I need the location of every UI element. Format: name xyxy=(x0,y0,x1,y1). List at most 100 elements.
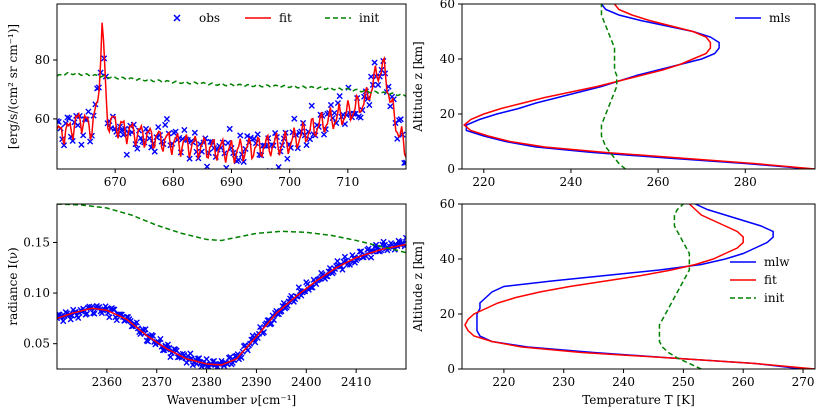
data-point-12 xyxy=(74,122,82,129)
data-point-83 xyxy=(157,335,164,343)
axes-frame xyxy=(56,203,407,370)
data-point-56 xyxy=(151,148,158,155)
data-point-30 xyxy=(91,310,98,317)
y-axis-label: radiance I(ν) xyxy=(6,247,20,325)
y-axis-label: Altitude z [km] xyxy=(411,241,425,332)
panel-bottom-left: 2360 2370 2380 2390 2400 2410 0.05 0.10 0.15 Wave… xyxy=(6,203,407,407)
series-line-fit xyxy=(57,22,406,164)
y-tick-label: 40 xyxy=(440,52,455,66)
data-point-252 xyxy=(368,254,375,261)
data-point-7 xyxy=(66,115,73,122)
x-tick-label: 270 xyxy=(792,375,815,389)
data-point-40 xyxy=(123,151,130,158)
data-point-159 xyxy=(331,109,338,117)
x-tick-label: 2390 xyxy=(241,375,272,389)
data-point-157 xyxy=(327,101,335,109)
panel-top-right: 220 240 260 280 0 20 40 60 Altitude z [km] mls xyxy=(411,0,816,189)
x-tick-label: 690 xyxy=(220,175,243,189)
series-line-mlw xyxy=(476,204,804,369)
data-point-115 xyxy=(254,131,261,138)
x-tick-label: 2380 xyxy=(191,375,222,389)
legend-marker xyxy=(173,14,181,22)
series-line-series-2 xyxy=(57,204,406,254)
data-point-46 xyxy=(111,306,118,313)
y-tick-label: 20 xyxy=(440,107,455,121)
data-point-59 xyxy=(127,317,134,325)
x-tick-label: 250 xyxy=(672,375,695,389)
y-tick-label: 40 xyxy=(440,252,455,266)
y-tick-label: 60 xyxy=(440,197,455,211)
legend-label: fit xyxy=(764,273,777,287)
x-tick-label: 240 xyxy=(612,375,635,389)
data-point-132 xyxy=(284,155,291,162)
x-tick-label: 710 xyxy=(336,175,359,189)
data-point-225 xyxy=(334,258,341,265)
legend-label: init xyxy=(359,11,379,25)
data-point-73 xyxy=(144,338,152,345)
data-point-126 xyxy=(210,357,218,365)
panel-bottom-right: 220 230 240 250 260 270 0 20 40 60 Temperature T [… xyxy=(411,197,816,407)
data-point-17 xyxy=(75,314,82,321)
x-tick-label: 680 xyxy=(162,175,185,189)
legend-item-mlw: mlw xyxy=(730,255,790,269)
data-point-97 xyxy=(223,164,230,169)
x-axis-label: Temperature T [K] xyxy=(582,393,695,407)
x-tick-label: 2360 xyxy=(92,375,123,389)
data-point-46 xyxy=(134,145,141,152)
data-point-136 xyxy=(291,115,298,122)
series-obs-markers xyxy=(57,55,406,169)
data-point-114 xyxy=(195,355,203,362)
data-point-42 xyxy=(106,314,113,321)
data-point-82 xyxy=(196,140,204,148)
data-point-107 xyxy=(240,158,247,165)
data-point-63 xyxy=(163,115,171,123)
series-line-series-1 xyxy=(463,4,815,169)
x-tick-label: 230 xyxy=(552,375,575,389)
x-tick-label: 220 xyxy=(472,175,495,189)
x-tick-label: 220 xyxy=(492,375,515,389)
series-line-init xyxy=(658,204,702,369)
plot-area xyxy=(464,204,815,369)
panel-top-left: 670 680 690 700 710 60 80 [erg/s/(cm² sr cm⁻¹)]… xyxy=(6,3,407,189)
legend: obs fit init xyxy=(173,11,379,25)
plot-area xyxy=(57,204,406,369)
legend-label: fit xyxy=(279,11,292,25)
data-point-14 xyxy=(78,141,85,148)
data-point-99 xyxy=(226,125,233,132)
x-tick-label: 2400 xyxy=(291,375,322,389)
y-axis-label: Altitude z [km] xyxy=(411,41,425,132)
data-point-174 xyxy=(357,114,364,121)
y-tick-label: 0.15 xyxy=(23,235,50,249)
data-point-48 xyxy=(113,316,120,324)
x-tick-label: 280 xyxy=(734,175,757,189)
data-point-76 xyxy=(186,155,193,162)
legend: mls xyxy=(735,11,790,25)
x-tick-label: 670 xyxy=(104,175,127,189)
data-point-58 xyxy=(155,124,162,131)
x-tick-label: 240 xyxy=(559,175,582,189)
data-point-5 xyxy=(60,318,67,325)
y-axis-label: [erg/s/(cm² sr cm⁻¹)] xyxy=(6,24,20,149)
data-point-216 xyxy=(323,273,330,280)
data-point-73 xyxy=(181,126,188,134)
data-point-89 xyxy=(164,341,172,348)
data-point-163 xyxy=(257,323,264,331)
y-tick-label: 0.10 xyxy=(23,286,50,300)
plot-area xyxy=(463,4,815,169)
x-tick-label: 260 xyxy=(647,175,670,189)
data-point-199 xyxy=(301,288,309,295)
data-point-200 xyxy=(402,159,406,166)
data-point-120 xyxy=(203,355,210,363)
legend-item-mls: mls xyxy=(735,11,790,25)
legend-label: mls xyxy=(769,11,790,25)
data-point-104 xyxy=(235,156,242,164)
y-tick-label: 0 xyxy=(447,162,455,176)
data-point-146 xyxy=(308,102,315,109)
data-point-24 xyxy=(83,310,91,317)
y-tick-label: 0 xyxy=(447,362,455,376)
axes-frame xyxy=(461,3,816,170)
series-line-init xyxy=(57,71,406,97)
x-tick-label: 2410 xyxy=(341,375,372,389)
series-line-series-2 xyxy=(600,4,626,169)
legend-label: mlw xyxy=(764,255,790,269)
